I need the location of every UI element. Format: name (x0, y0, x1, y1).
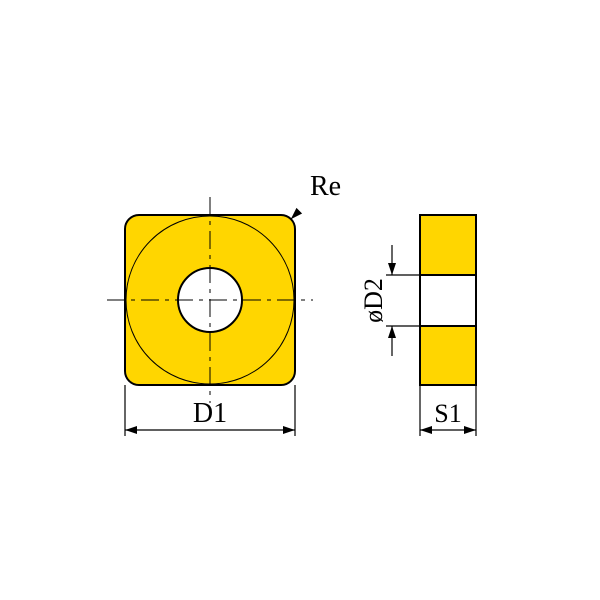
side-top-fill (420, 215, 476, 275)
canvas-bg (0, 0, 600, 600)
d1-label: D1 (193, 398, 227, 429)
side-bottom-fill (420, 326, 476, 385)
s1-label: S1 (434, 399, 461, 428)
re-label: Re (310, 171, 341, 202)
d2-label: øD2 (359, 278, 388, 323)
